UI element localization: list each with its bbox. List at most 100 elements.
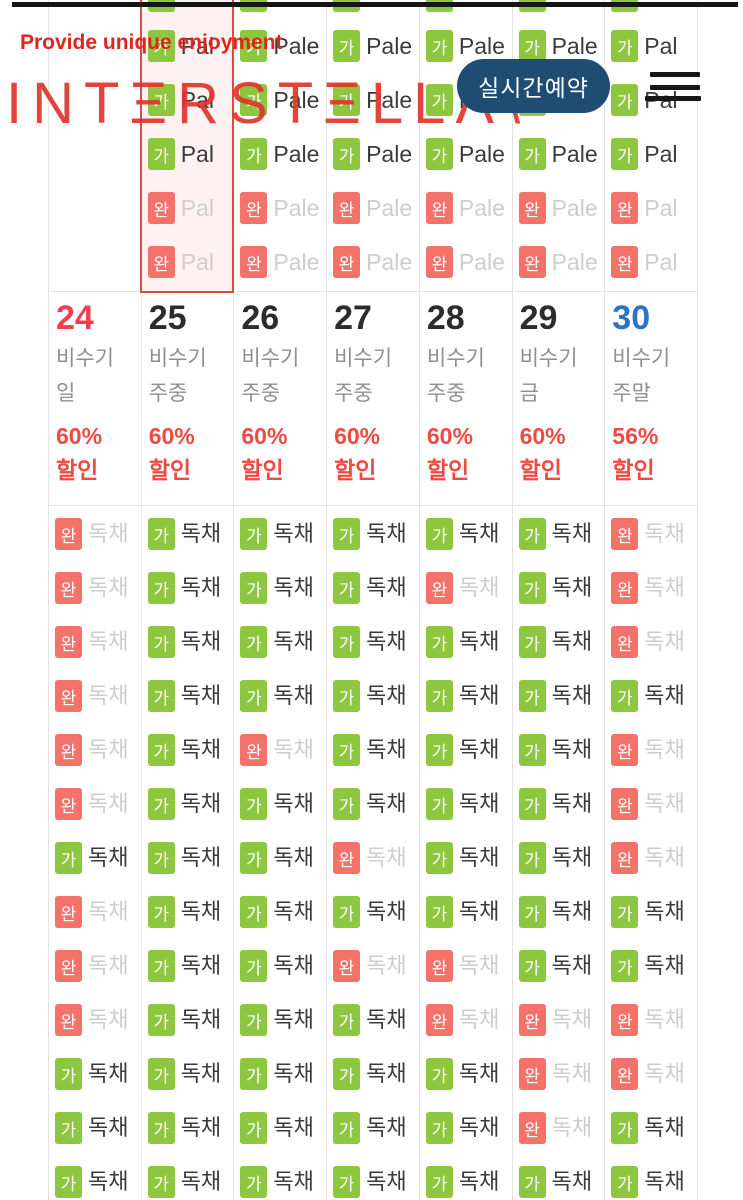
- availability-badge[interactable]: 가: [333, 788, 361, 820]
- room-name-label: Pale: [551, 141, 598, 167]
- availability-badge[interactable]: 가: [147, 1112, 175, 1144]
- discount-percent: 60%: [56, 423, 103, 449]
- availability-badge[interactable]: 가: [240, 1166, 268, 1198]
- availability-badge[interactable]: 가: [147, 896, 175, 928]
- availability-badge[interactable]: 가: [518, 1166, 546, 1198]
- availability-badge[interactable]: 가: [333, 1166, 361, 1198]
- availability-badge[interactable]: 가: [333, 1112, 361, 1144]
- availability-badge[interactable]: 가: [147, 788, 175, 820]
- availability-badge[interactable]: 가: [611, 30, 639, 62]
- room-name-label: Pal: [180, 249, 214, 275]
- availability-badge[interactable]: 가: [518, 950, 546, 982]
- room-name-label: Pal: [644, 141, 678, 167]
- availability-badge[interactable]: 가: [611, 680, 639, 712]
- availability-badge[interactable]: 가: [518, 518, 546, 550]
- availability-badge[interactable]: 가: [333, 626, 361, 658]
- room-name-label: 독채: [88, 791, 129, 816]
- hamburger-menu-icon[interactable]: [645, 72, 701, 103]
- availability-badge[interactable]: 가: [147, 84, 175, 116]
- availability-badge[interactable]: 가: [611, 138, 639, 170]
- availability-badge[interactable]: 가: [147, 1166, 175, 1198]
- availability-badge[interactable]: 가: [333, 572, 361, 604]
- availability-badge[interactable]: 가: [240, 1058, 268, 1090]
- availability-badge[interactable]: 가: [147, 680, 175, 712]
- availability-badge[interactable]: 가: [147, 518, 175, 550]
- availability-badge[interactable]: 가: [240, 788, 268, 820]
- availability-badge[interactable]: 가: [333, 138, 361, 170]
- availability-badge[interactable]: 가: [425, 84, 453, 116]
- availability-badge[interactable]: 가: [425, 138, 453, 170]
- availability-badge[interactable]: 가: [147, 1004, 175, 1036]
- availability-badge[interactable]: 가: [147, 734, 175, 766]
- availability-badge[interactable]: 가: [518, 788, 546, 820]
- availability-badge[interactable]: 가: [425, 680, 453, 712]
- realtime-booking-button[interactable]: 실시간예약: [457, 59, 610, 113]
- availability-badge[interactable]: 가: [425, 842, 453, 874]
- availability-badge[interactable]: 가: [425, 626, 453, 658]
- availability-badge[interactable]: 가: [333, 1004, 361, 1036]
- availability-badge[interactable]: 가: [240, 842, 268, 874]
- room-name-label: 독채: [88, 1169, 129, 1194]
- availability-badge[interactable]: 가: [240, 138, 268, 170]
- availability-badge[interactable]: 가: [240, 518, 268, 550]
- availability-badge[interactable]: 가: [147, 30, 175, 62]
- room-name-label: Pale: [458, 195, 505, 221]
- availability-badge[interactable]: 가: [55, 1058, 82, 1090]
- season-label: 비수기: [148, 347, 207, 370]
- room-name-label: 독채: [551, 737, 593, 762]
- availability-badge[interactable]: 가: [333, 30, 361, 62]
- availability-badge[interactable]: 가: [518, 680, 546, 712]
- hamburger-bar: [645, 96, 701, 101]
- availability-badge[interactable]: 가: [240, 1112, 268, 1144]
- availability-badge[interactable]: 가: [425, 896, 453, 928]
- availability-badge[interactable]: 가: [333, 680, 361, 712]
- availability-badge[interactable]: 가: [240, 1004, 268, 1036]
- availability-badge[interactable]: 가: [425, 788, 453, 820]
- season-label: 비수기: [334, 347, 393, 370]
- availability-badge[interactable]: 가: [333, 1058, 361, 1090]
- availability-badge[interactable]: 가: [147, 138, 175, 170]
- availability-badge[interactable]: 가: [240, 896, 268, 928]
- availability-badge[interactable]: 가: [55, 842, 82, 874]
- availability-badge[interactable]: 가: [611, 896, 639, 928]
- availability-badge[interactable]: 가: [425, 518, 453, 550]
- availability-badge[interactable]: 가: [147, 1058, 175, 1090]
- availability-badge[interactable]: 가: [240, 84, 268, 116]
- availability-badge[interactable]: 가: [147, 572, 175, 604]
- room-name-label: Pale: [366, 87, 413, 113]
- availability-badge[interactable]: 가: [425, 1112, 453, 1144]
- availability-badge[interactable]: 가: [147, 626, 175, 658]
- availability-badge[interactable]: 가: [611, 1112, 639, 1144]
- availability-badge[interactable]: 가: [425, 1058, 453, 1090]
- availability-badge[interactable]: 가: [518, 842, 546, 874]
- availability-badge[interactable]: 가: [147, 842, 175, 874]
- availability-badge[interactable]: 가: [425, 1166, 453, 1198]
- availability-badge[interactable]: 가: [333, 896, 361, 928]
- availability-badge[interactable]: 가: [518, 138, 546, 170]
- availability-badge[interactable]: 가: [55, 1166, 82, 1198]
- availability-badge[interactable]: 가: [55, 1112, 82, 1144]
- room-name-label: 독채: [273, 1061, 314, 1086]
- availability-badge[interactable]: 가: [333, 734, 361, 766]
- availability-badge[interactable]: 가: [518, 626, 546, 658]
- availability-badge[interactable]: 가: [240, 950, 268, 982]
- availability-badge[interactable]: 가: [240, 30, 268, 62]
- availability-badge[interactable]: 가: [240, 572, 268, 604]
- availability-badge[interactable]: 가: [611, 84, 639, 116]
- availability-badge[interactable]: 가: [611, 950, 639, 982]
- availability-badge[interactable]: 가: [240, 626, 268, 658]
- availability-badge[interactable]: 가: [425, 30, 453, 62]
- availability-badge[interactable]: 가: [611, 1166, 639, 1198]
- availability-badge[interactable]: 가: [147, 950, 175, 982]
- availability-badge[interactable]: 가: [333, 84, 361, 116]
- availability-badge[interactable]: 가: [518, 30, 546, 62]
- availability-badge[interactable]: 가: [240, 680, 268, 712]
- availability-badge[interactable]: 가: [425, 734, 453, 766]
- availability-badge[interactable]: 가: [518, 734, 546, 766]
- availability-badge[interactable]: 가: [518, 572, 546, 604]
- availability-badge[interactable]: 가: [333, 518, 361, 550]
- availability-badge[interactable]: 가: [518, 896, 546, 928]
- day-type-label: 주중: [426, 382, 466, 405]
- availability-badge: 완: [611, 734, 639, 766]
- column-border: [326, 0, 328, 1200]
